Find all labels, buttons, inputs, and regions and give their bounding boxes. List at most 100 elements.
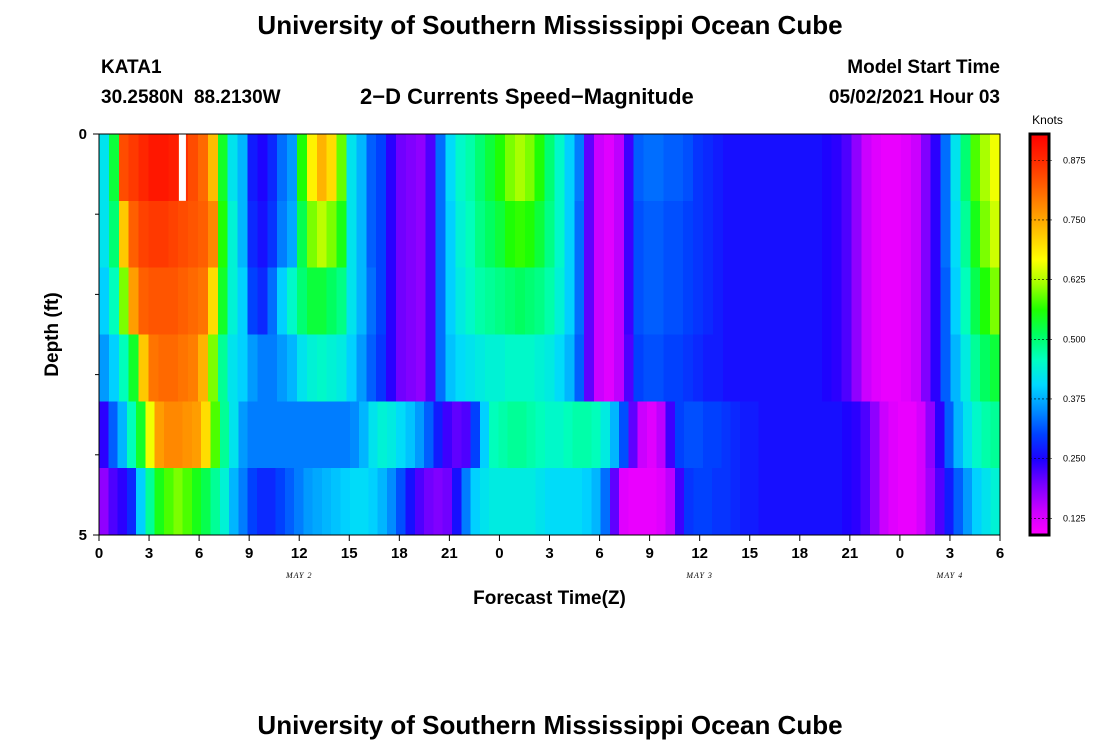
x-tick-label: 6	[996, 545, 1004, 562]
heatmap-cell	[267, 334, 278, 402]
heatmap-cell	[732, 134, 744, 202]
heatmap-cell	[907, 401, 917, 469]
station-id: KATA1	[101, 57, 162, 78]
heatmap-cell	[331, 468, 342, 536]
heatmap-cell	[762, 267, 773, 336]
heatmap-cell	[871, 134, 882, 202]
heatmap-cell	[916, 468, 927, 536]
heatmap-cell	[210, 468, 221, 536]
heatmap-cell	[897, 401, 908, 469]
heatmap-cell	[722, 334, 734, 402]
heatmap-cell	[628, 401, 639, 469]
heatmap-cell	[804, 401, 815, 469]
heatmap-cell	[455, 267, 466, 336]
heatmap-cell	[128, 134, 140, 202]
heatmap-cell	[297, 334, 308, 402]
heatmap-cell	[879, 401, 890, 469]
heatmap-cell	[524, 267, 536, 336]
heatmap-cell	[376, 200, 387, 269]
heatmap-cell	[414, 468, 425, 536]
heatmap-cell	[227, 267, 239, 336]
heatmap-cell	[554, 401, 565, 469]
y-tick-label: 0	[79, 126, 87, 143]
heatmap-cell	[832, 468, 843, 536]
heatmap-cell	[712, 134, 724, 202]
heatmap-cell	[792, 134, 803, 202]
heatmap-cell	[990, 401, 1001, 469]
heatmap-cell	[693, 267, 704, 336]
heatmap-cell	[188, 134, 199, 202]
heatmap-cell	[366, 134, 377, 202]
heatmap-cell	[953, 468, 964, 536]
heatmap-cell	[461, 401, 472, 469]
colorbar-tick-label: 0.500	[1063, 334, 1086, 344]
heatmap-cell	[702, 401, 713, 469]
heatmap-cell	[721, 468, 732, 536]
heatmap-cell	[227, 134, 239, 202]
heatmap-cell	[851, 134, 862, 202]
heatmap-cell	[712, 334, 724, 402]
x-tick-label: 6	[195, 545, 203, 562]
heatmap-cell	[340, 468, 351, 536]
heatmap-cell	[356, 200, 367, 269]
heatmap-cell	[158, 200, 169, 269]
heatmap-cell	[673, 334, 684, 402]
heatmap-cell	[916, 401, 927, 469]
x-tick-label: 18	[791, 545, 808, 562]
heatmap-cell	[869, 401, 880, 469]
heatmap-cell	[435, 267, 447, 336]
heatmap-cell	[316, 267, 328, 336]
heatmap-cell	[950, 267, 961, 336]
heatmap-cell	[191, 468, 202, 536]
heatmap-cell	[841, 334, 853, 402]
heatmap-cell	[643, 334, 655, 402]
x-tick-label: 3	[946, 545, 954, 562]
heatmap-cell	[535, 401, 546, 469]
heatmap-cell	[814, 401, 825, 469]
heatmap-cell	[415, 334, 427, 402]
heatmap-cell	[594, 334, 605, 402]
heatmap-cell	[154, 468, 165, 536]
heatmap-cell	[762, 334, 773, 402]
heatmap-cell	[767, 401, 778, 469]
heatmap-cell	[415, 267, 427, 336]
x-axis-label: Forecast Time(Z)	[473, 588, 626, 609]
heatmap-cell	[801, 334, 813, 402]
heatmap-cell	[229, 468, 239, 536]
heatmap-cell	[851, 401, 862, 469]
heatmap-cell	[730, 468, 741, 536]
heatmap-cell	[489, 468, 500, 536]
heatmap-cell	[544, 267, 556, 336]
heatmap-cell	[108, 334, 120, 402]
heatmap-cell	[871, 200, 882, 269]
heatmap-cell	[888, 468, 899, 536]
heatmap-cell	[940, 267, 952, 336]
heatmap-cell	[762, 200, 773, 269]
x-tick-label: 12	[691, 545, 708, 562]
heatmap-cell	[910, 267, 922, 336]
heatmap-cell	[861, 200, 872, 269]
heatmap-cell	[970, 267, 981, 336]
heatmap-cell	[516, 468, 527, 536]
heatmap-cell	[164, 468, 174, 536]
heatmap-cell	[792, 200, 803, 269]
heatmap-cell	[841, 200, 853, 269]
heatmap-cell	[981, 401, 992, 469]
heatmap-cell	[633, 267, 645, 336]
heatmap-cell	[219, 468, 230, 536]
heatmap-cell	[554, 334, 565, 402]
heatmap-cell	[277, 267, 288, 336]
heatmap-cell	[445, 134, 457, 202]
heatmap-cell	[164, 401, 174, 469]
heatmap-cell	[475, 134, 486, 202]
heatmap-cell	[475, 267, 486, 336]
heatmap-cell	[507, 468, 518, 536]
heatmap-cell	[944, 468, 955, 536]
y-axis-label: Depth (ft)	[42, 292, 63, 376]
heatmap-cells	[99, 134, 1001, 536]
heatmap-cell	[108, 468, 119, 536]
heatmap-cell	[424, 468, 434, 536]
heatmap-cell	[425, 334, 437, 402]
heatmap-cell	[118, 200, 130, 269]
heatmap-cell	[702, 267, 714, 336]
